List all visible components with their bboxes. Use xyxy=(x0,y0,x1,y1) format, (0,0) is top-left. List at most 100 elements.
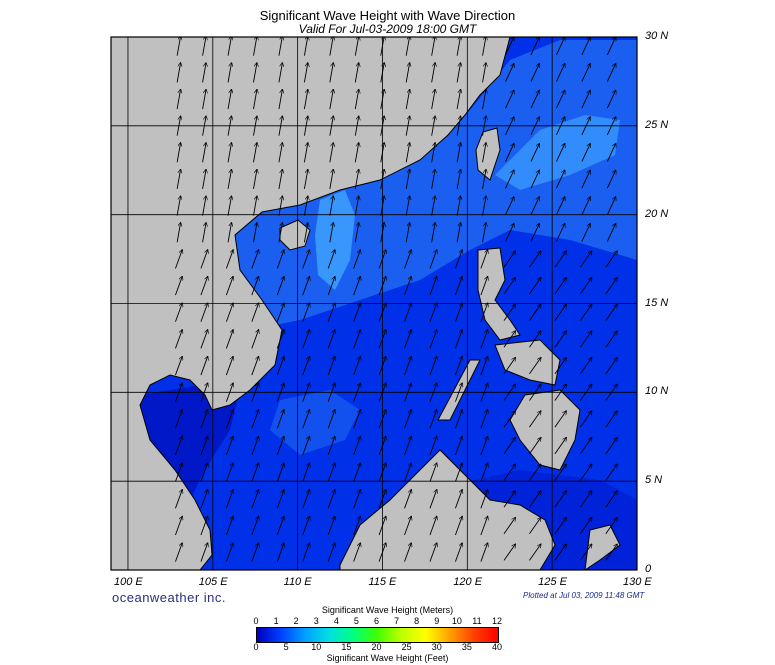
wave-direction-arrow xyxy=(329,223,333,243)
longitude-label: 100 E xyxy=(113,576,143,588)
wave-direction-arrow xyxy=(480,250,488,269)
wave-direction-arrow xyxy=(456,196,460,216)
wave-direction-arrow xyxy=(480,490,488,509)
wave-direction-arrow xyxy=(482,37,486,56)
wave-direction-arrow xyxy=(429,543,437,562)
wave-direction-arrow xyxy=(378,330,386,349)
wave-direction-arrow xyxy=(579,411,591,428)
wave-direction-arrow xyxy=(354,37,358,56)
wave-direction-arrow xyxy=(429,410,437,429)
wave-direction-arrow xyxy=(530,197,539,216)
wave-direction-arrow xyxy=(456,116,460,136)
wave-direction-arrow xyxy=(353,383,361,402)
legend-meters-tick: 12 xyxy=(491,616,502,626)
wave-direction-arrow xyxy=(581,143,590,162)
wave-direction-arrow xyxy=(480,463,488,482)
wave-direction-arrow xyxy=(276,330,284,349)
wave-direction-arrow xyxy=(225,356,233,376)
wave-direction-arrow xyxy=(200,543,208,562)
wave-direction-arrow xyxy=(529,384,540,401)
wave-direction-arrow xyxy=(505,37,514,56)
wave-direction-arrow xyxy=(303,89,307,110)
wave-direction-arrow xyxy=(554,357,566,375)
wave-direction-arrow xyxy=(579,464,591,481)
wave-direction-arrow xyxy=(353,463,361,482)
wave-direction-arrow xyxy=(202,37,206,56)
wave-direction-arrow xyxy=(405,169,409,190)
wave-direction-arrow xyxy=(378,383,386,402)
wave-direction-arrow xyxy=(251,330,259,349)
wave-direction-arrow xyxy=(405,196,409,216)
wave-direction-arrow xyxy=(202,169,206,190)
wave-direction-arrow xyxy=(353,516,361,536)
wave-direction-arrow xyxy=(200,303,208,322)
wave-height-colorbar xyxy=(256,627,499,643)
wave-direction-arrow xyxy=(404,410,412,429)
wave-direction-arrow xyxy=(454,303,462,322)
wave-direction-arrow xyxy=(429,250,437,269)
wave-direction-arrow xyxy=(302,436,310,456)
wave-direction-arrow xyxy=(605,304,617,321)
land-sulawesi xyxy=(584,524,621,570)
legend-meters-tick: 9 xyxy=(434,616,440,626)
wave-direction-arrow xyxy=(556,197,564,216)
wave-direction-arrow xyxy=(175,330,182,349)
legend-feet-tick: 15 xyxy=(341,642,352,652)
wave-direction-arrow xyxy=(405,89,409,110)
wave-direction-arrow xyxy=(276,303,284,322)
wave-direction-arrow xyxy=(529,278,540,295)
wave-direction-arrow xyxy=(176,169,180,190)
wave-direction-arrow xyxy=(429,436,437,456)
wave-direction-arrow xyxy=(227,223,231,243)
wave-direction-arrow xyxy=(581,37,590,56)
wave-direction-arrow xyxy=(251,303,259,322)
wave-direction-arrow xyxy=(227,196,231,216)
wave-direction-arrow xyxy=(529,464,540,481)
wave-direction-arrow xyxy=(276,543,284,562)
wave-direction-arrow xyxy=(530,117,539,136)
wave-direction-arrow xyxy=(404,490,412,509)
wave-direction-arrow xyxy=(303,169,307,190)
wave-direction-arrow xyxy=(227,89,231,110)
wave-direction-arrow xyxy=(354,89,358,110)
legend-meters-tick: 7 xyxy=(394,616,400,626)
wave-direction-arrow xyxy=(505,223,514,242)
wave-direction-arrow xyxy=(353,250,361,269)
wave-direction-arrow xyxy=(202,143,206,163)
wave-direction-arrow xyxy=(431,143,435,163)
wave-direction-arrow xyxy=(175,383,182,402)
wave-direction-arrow xyxy=(556,37,564,56)
wave-direction-arrow xyxy=(378,303,386,322)
wave-direction-arrow xyxy=(176,116,180,136)
wave-direction-arrow xyxy=(354,63,358,83)
wave-direction-arrow xyxy=(327,436,335,456)
wave-direction-arrow xyxy=(529,251,540,268)
wave-direction-arrow xyxy=(405,223,409,243)
wave-direction-arrow xyxy=(480,330,488,349)
wave-direction-arrow xyxy=(278,116,282,136)
wave-direction-arrow xyxy=(175,463,182,482)
wave-direction-arrow xyxy=(429,463,437,482)
wave-direction-arrow xyxy=(556,90,564,109)
land-mainland-asia xyxy=(111,37,511,570)
wave-direction-arrow xyxy=(505,197,514,216)
wave-direction-arrow xyxy=(505,63,514,82)
wave-direction-arrow xyxy=(579,278,591,295)
wave-direction-arrow xyxy=(327,383,335,402)
wave-direction-arrow xyxy=(503,384,515,401)
wave-direction-arrow xyxy=(579,544,591,561)
wave-direction-arrow xyxy=(227,116,231,136)
wave-direction-arrow xyxy=(200,410,208,429)
wave-direction-arrow xyxy=(605,331,617,348)
latitude-label: 0 xyxy=(645,563,652,575)
wave-direction-arrow xyxy=(176,196,180,216)
wave-direction-arrow xyxy=(429,303,437,322)
wave-direction-arrow xyxy=(505,143,514,162)
wave-direction-arrow xyxy=(176,223,180,243)
wave-direction-arrow xyxy=(302,410,310,429)
wave-direction-arrow xyxy=(554,491,566,508)
wave-direction-arrow xyxy=(429,490,437,509)
wave-direction-arrow xyxy=(378,463,386,482)
wave-direction-arrow xyxy=(529,357,540,375)
legend-feet-tick: 5 xyxy=(283,642,289,652)
